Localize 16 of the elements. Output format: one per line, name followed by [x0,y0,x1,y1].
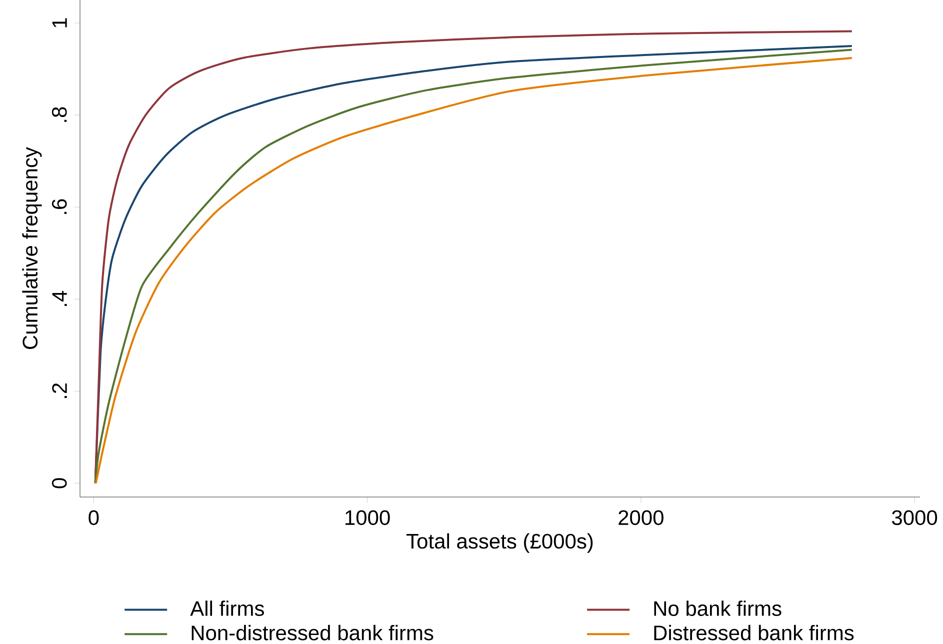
y-tick-label: 0 [52,478,67,488]
x-tick-label: 3000 [892,510,938,526]
legend-label: Non-distressed bank firms [192,624,434,640]
legend-label: Distressed bank firms [654,624,854,640]
legend-label: All firms [190,600,264,616]
y-tick-label: .2 [52,383,67,398]
x-axis-title: Total assets (£000s) [406,533,593,553]
y-tick-label: .4 [52,290,67,306]
x-tick-label: 0 [88,510,99,526]
legend-label: No bank firms [654,600,782,616]
y-tick-label: .6 [52,199,67,214]
x-tick-label: 2000 [618,510,664,526]
y-tick-label: 1 [52,18,67,28]
y-axis-title: Cumulative frequency [22,147,42,349]
y-tick-label: .8 [52,107,67,122]
x-tick-label: 1000 [346,510,390,526]
